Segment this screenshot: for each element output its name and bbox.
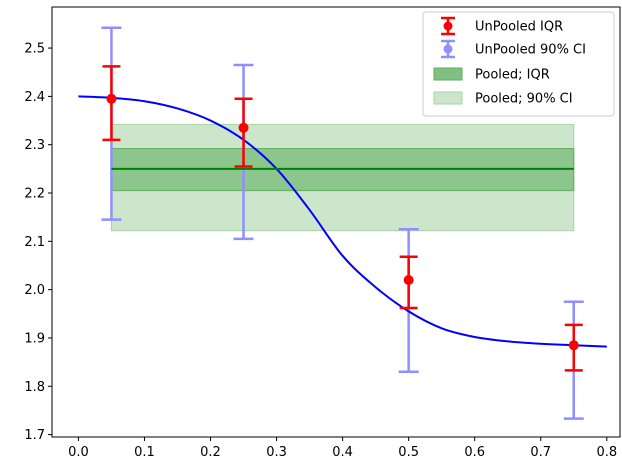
y-tick-label: 2.0 — [24, 283, 45, 298]
legend-handle-patch — [433, 67, 463, 81]
y-tick-label: 2.2 — [24, 187, 45, 202]
x-tick-label: 0.8 — [596, 445, 617, 460]
x-tick-label: 0.6 — [464, 445, 485, 460]
y-tick-label: 2.1 — [24, 235, 45, 250]
y-tick-label: 1.7 — [24, 428, 45, 443]
legend-handle-marker — [443, 44, 453, 54]
x-tick-label: 0.2 — [200, 445, 221, 460]
axes-frame — [51, 6, 621, 438]
x-tick-label: 0.5 — [398, 445, 419, 460]
plot-area — [78, 26, 607, 420]
x-tick-label: 0.4 — [332, 445, 353, 460]
y-tick-label: 2.5 — [24, 42, 45, 57]
unpooled-median-point — [106, 93, 117, 104]
unpooled-median-point — [238, 122, 249, 133]
axis-ticks: 0.0 0.1 0.2 0.3 0.4 0.5 0.6 0.7 0.8 1.7 1.8 1.9 2.0 2… — [24, 42, 617, 460]
legend-handle-marker — [443, 21, 453, 31]
x-tick-label: 0.0 — [68, 445, 89, 460]
y-tick-label: 1.8 — [24, 380, 45, 395]
unpooled-median-point — [403, 274, 414, 285]
unpooled-median-point — [568, 340, 579, 351]
model-curve — [78, 95, 607, 348]
x-tick-label: 0.1 — [134, 445, 155, 460]
legend-label: Pooled; IQR — [475, 68, 550, 83]
legend-label: Pooled; 90% CI — [475, 92, 573, 107]
x-tick-label: 0.3 — [266, 445, 287, 460]
legend: UnPooled IQR UnPooled 90% CI Pooled; IQR Po… — [422, 11, 615, 117]
y-tick-label: 1.9 — [24, 331, 45, 346]
x-tick-label: 0.7 — [530, 445, 551, 460]
legend-handle-patch — [433, 91, 463, 105]
legend-label: UnPooled IQR — [475, 20, 563, 35]
y-tick-label: 2.3 — [24, 138, 45, 153]
y-tick-label: 2.4 — [24, 90, 45, 105]
legend-label: UnPooled 90% CI — [475, 43, 586, 58]
legend-box — [422, 11, 615, 117]
